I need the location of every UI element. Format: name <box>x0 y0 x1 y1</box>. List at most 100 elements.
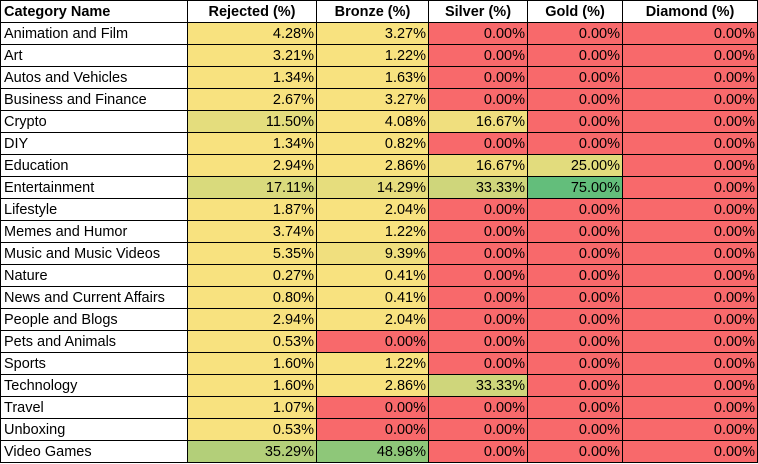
rejected-cell[interactable]: 3.74% <box>187 220 317 243</box>
bronze-cell[interactable]: 0.00% <box>316 330 429 353</box>
rejected-cell[interactable]: 0.80% <box>187 286 317 309</box>
silver-cell[interactable]: 0.00% <box>428 22 528 45</box>
bronze-cell[interactable]: 48.98% <box>316 440 429 463</box>
silver-cell[interactable]: 0.00% <box>428 88 528 111</box>
rejected-cell[interactable]: 1.07% <box>187 396 317 419</box>
diamond-cell[interactable]: 0.00% <box>622 154 758 177</box>
silver-cell[interactable]: 0.00% <box>428 440 528 463</box>
bronze-cell[interactable]: 0.82% <box>316 132 429 155</box>
diamond-cell[interactable]: 0.00% <box>622 352 758 375</box>
diamond-cell[interactable]: 0.00% <box>622 132 758 155</box>
rejected-cell[interactable]: 1.60% <box>187 374 317 397</box>
header-gold[interactable]: Gold (%) <box>527 0 623 23</box>
silver-cell[interactable]: 0.00% <box>428 44 528 67</box>
gold-cell[interactable]: 0.00% <box>527 220 623 243</box>
diamond-cell[interactable]: 0.00% <box>622 176 758 199</box>
silver-cell[interactable]: 0.00% <box>428 264 528 287</box>
category-name-cell[interactable]: Sports <box>0 352 188 375</box>
diamond-cell[interactable]: 0.00% <box>622 440 758 463</box>
diamond-cell[interactable]: 0.00% <box>622 264 758 287</box>
gold-cell[interactable]: 0.00% <box>527 352 623 375</box>
bronze-cell[interactable]: 14.29% <box>316 176 429 199</box>
gold-cell[interactable]: 0.00% <box>527 198 623 221</box>
category-name-cell[interactable]: Pets and Animals <box>0 330 188 353</box>
rejected-cell[interactable]: 1.34% <box>187 66 317 89</box>
diamond-cell[interactable]: 0.00% <box>622 330 758 353</box>
header-category-name[interactable]: Category Name <box>0 0 188 23</box>
gold-cell[interactable]: 0.00% <box>527 66 623 89</box>
gold-cell[interactable]: 75.00% <box>527 176 623 199</box>
diamond-cell[interactable]: 0.00% <box>622 22 758 45</box>
silver-cell[interactable]: 0.00% <box>428 132 528 155</box>
gold-cell[interactable]: 0.00% <box>527 22 623 45</box>
category-name-cell[interactable]: Animation and Film <box>0 22 188 45</box>
gold-cell[interactable]: 0.00% <box>527 132 623 155</box>
category-name-cell[interactable]: Lifestyle <box>0 198 188 221</box>
rejected-cell[interactable]: 1.60% <box>187 352 317 375</box>
diamond-cell[interactable]: 0.00% <box>622 44 758 67</box>
silver-cell[interactable]: 0.00% <box>428 352 528 375</box>
bronze-cell[interactable]: 0.00% <box>316 418 429 441</box>
header-bronze[interactable]: Bronze (%) <box>316 0 429 23</box>
rejected-cell[interactable]: 0.53% <box>187 418 317 441</box>
silver-cell[interactable]: 0.00% <box>428 418 528 441</box>
diamond-cell[interactable]: 0.00% <box>622 308 758 331</box>
category-name-cell[interactable]: Art <box>0 44 188 67</box>
rejected-cell[interactable]: 3.21% <box>187 44 317 67</box>
silver-cell[interactable]: 0.00% <box>428 330 528 353</box>
rejected-cell[interactable]: 2.94% <box>187 308 317 331</box>
bronze-cell[interactable]: 1.63% <box>316 66 429 89</box>
diamond-cell[interactable]: 0.00% <box>622 88 758 111</box>
bronze-cell[interactable]: 0.41% <box>316 264 429 287</box>
bronze-cell[interactable]: 3.27% <box>316 88 429 111</box>
bronze-cell[interactable]: 2.04% <box>316 198 429 221</box>
diamond-cell[interactable]: 0.00% <box>622 374 758 397</box>
gold-cell[interactable]: 0.00% <box>527 440 623 463</box>
bronze-cell[interactable]: 1.22% <box>316 220 429 243</box>
category-name-cell[interactable]: Unboxing <box>0 418 188 441</box>
gold-cell[interactable]: 0.00% <box>527 44 623 67</box>
diamond-cell[interactable]: 0.00% <box>622 198 758 221</box>
diamond-cell[interactable]: 0.00% <box>622 286 758 309</box>
silver-cell[interactable]: 0.00% <box>428 220 528 243</box>
gold-cell[interactable]: 0.00% <box>527 396 623 419</box>
gold-cell[interactable]: 0.00% <box>527 110 623 133</box>
bronze-cell[interactable]: 1.22% <box>316 44 429 67</box>
diamond-cell[interactable]: 0.00% <box>622 220 758 243</box>
silver-cell[interactable]: 16.67% <box>428 110 528 133</box>
silver-cell[interactable]: 33.33% <box>428 374 528 397</box>
bronze-cell[interactable]: 1.22% <box>316 352 429 375</box>
rejected-cell[interactable]: 1.87% <box>187 198 317 221</box>
rejected-cell[interactable]: 5.35% <box>187 242 317 265</box>
silver-cell[interactable]: 16.67% <box>428 154 528 177</box>
diamond-cell[interactable]: 0.00% <box>622 242 758 265</box>
bronze-cell[interactable]: 2.04% <box>316 308 429 331</box>
bronze-cell[interactable]: 4.08% <box>316 110 429 133</box>
bronze-cell[interactable]: 9.39% <box>316 242 429 265</box>
header-silver[interactable]: Silver (%) <box>428 0 528 23</box>
bronze-cell[interactable]: 2.86% <box>316 154 429 177</box>
category-name-cell[interactable]: Music and Music Videos <box>0 242 188 265</box>
diamond-cell[interactable]: 0.00% <box>622 396 758 419</box>
gold-cell[interactable]: 25.00% <box>527 154 623 177</box>
category-name-cell[interactable]: Crypto <box>0 110 188 133</box>
bronze-cell[interactable]: 0.00% <box>316 396 429 419</box>
gold-cell[interactable]: 0.00% <box>527 330 623 353</box>
category-name-cell[interactable]: Entertainment <box>0 176 188 199</box>
diamond-cell[interactable]: 0.00% <box>622 66 758 89</box>
category-name-cell[interactable]: DIY <box>0 132 188 155</box>
rejected-cell[interactable]: 17.11% <box>187 176 317 199</box>
category-name-cell[interactable]: News and Current Affairs <box>0 286 188 309</box>
silver-cell[interactable]: 0.00% <box>428 242 528 265</box>
category-name-cell[interactable]: Education <box>0 154 188 177</box>
diamond-cell[interactable]: 0.00% <box>622 110 758 133</box>
silver-cell[interactable]: 0.00% <box>428 66 528 89</box>
bronze-cell[interactable]: 2.86% <box>316 374 429 397</box>
gold-cell[interactable]: 0.00% <box>527 308 623 331</box>
rejected-cell[interactable]: 0.53% <box>187 330 317 353</box>
rejected-cell[interactable]: 11.50% <box>187 110 317 133</box>
header-diamond[interactable]: Diamond (%) <box>622 0 758 23</box>
gold-cell[interactable]: 0.00% <box>527 264 623 287</box>
gold-cell[interactable]: 0.00% <box>527 286 623 309</box>
category-name-cell[interactable]: Travel <box>0 396 188 419</box>
